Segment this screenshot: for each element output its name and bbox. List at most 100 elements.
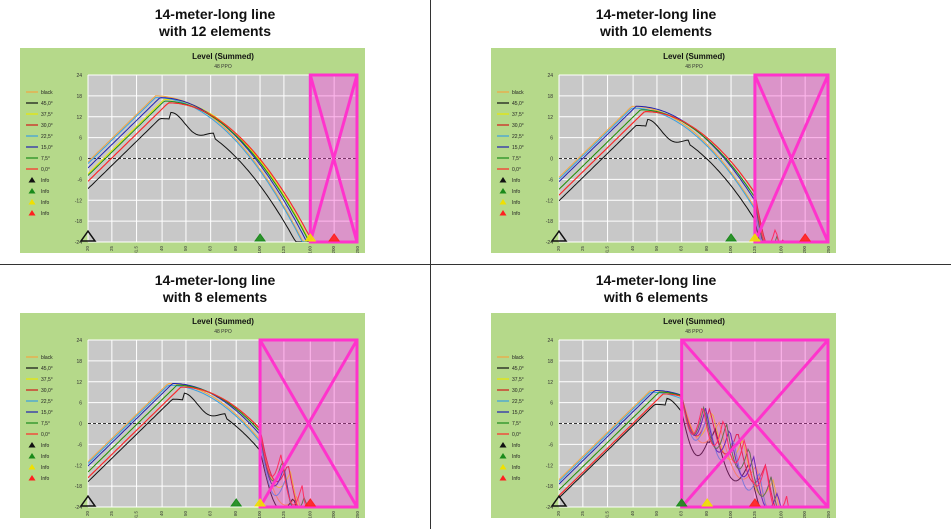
legend-entry: 30,0° [512, 388, 524, 394]
series-line [559, 105, 829, 242]
legend-entry: 22,5° [41, 399, 53, 405]
excluded-region-cross [680, 339, 830, 508]
x-tick-label: 125 [752, 511, 757, 518]
legend-swatch-marker [28, 199, 36, 205]
x-tick-label: 160 [307, 246, 312, 253]
x-tick-label: 80 [704, 246, 709, 252]
y-tick-label: -6 [78, 177, 83, 183]
frequency-marker [254, 498, 267, 507]
inner-subtitle: 48 PPO [685, 329, 703, 335]
legend-swatch-marker [499, 442, 507, 448]
series-line [559, 391, 829, 507]
legend-entry: black [512, 355, 524, 361]
quadrant-8-elements: 14-meter-long line with 8 elements Level… [0, 266, 430, 530]
y-tick-label: -12 [75, 198, 82, 204]
inner-subtitle: 48 PPO [685, 64, 703, 70]
inner-title: Level (Summed) [663, 317, 725, 326]
x-tick-label: 160 [778, 511, 783, 518]
legend-entry: 45,0° [512, 101, 524, 107]
legend-entry: 45,0° [512, 366, 524, 372]
frequency-marker [748, 233, 761, 242]
legend-entry: 22,5° [41, 134, 53, 140]
legend-entry: 30,0° [41, 388, 53, 394]
x-tick-label: 200 [331, 246, 336, 253]
frequency-marker [79, 494, 97, 507]
x-tick-label: 250 [826, 511, 831, 518]
legend-swatch-marker [28, 442, 36, 448]
quadrant-title: 14-meter-long line with 10 elements [441, 6, 871, 40]
legend-entry: 15,0° [41, 145, 53, 151]
legend-entry: Info [512, 200, 521, 206]
series-line [559, 107, 829, 242]
y-tick-label: -12 [546, 463, 553, 469]
series-line [88, 384, 358, 507]
x-tick-label: 20 [556, 246, 561, 252]
title-line-1: 14-meter-long line [154, 272, 276, 288]
legend-swatch-marker [499, 188, 507, 194]
legend-entry: 0,0° [41, 432, 50, 438]
quadrant-title: 14-meter-long line with 12 elements [0, 6, 430, 40]
frequency-marker [550, 229, 568, 242]
legend-entry: 30,0° [41, 123, 53, 129]
frequency-marker [550, 494, 568, 507]
legend-swatch-marker [28, 188, 36, 194]
legend-entry: 7,5° [41, 421, 50, 427]
y-tick-label: 6 [79, 136, 82, 142]
y-tick-label: 0 [79, 422, 82, 428]
legend-entry: 0,0° [41, 167, 50, 173]
quadrant-12-elements: 14-meter-long line with 12 elements Leve… [0, 0, 430, 264]
x-tick-label: 160 [307, 511, 312, 518]
legend-entry: Info [512, 454, 521, 460]
x-tick-label: 50 [654, 511, 659, 517]
y-tick-label: 0 [550, 422, 553, 428]
y-tick-label: 6 [550, 136, 553, 142]
series-line [88, 95, 358, 242]
legend-entry: Info [512, 476, 521, 482]
x-tick-label: 25 [109, 511, 114, 517]
y-tick-label: -6 [78, 442, 83, 448]
legend-entry: black [512, 90, 524, 96]
legend-entry: 22,5° [512, 399, 524, 405]
series-line [559, 393, 829, 507]
legend-swatch-marker [28, 453, 36, 459]
y-tick-label: 24 [76, 73, 82, 79]
legend-entry: 7,5° [41, 156, 50, 162]
frequency-marker [748, 498, 761, 507]
legend-swatch-marker [28, 475, 36, 481]
title-line-2: with 6 elements [603, 289, 709, 305]
series-line [88, 102, 358, 242]
y-tick-label: 18 [76, 359, 82, 365]
legend-swatch-marker [499, 210, 507, 216]
legend-entry: 7,5° [512, 156, 521, 162]
frequency-marker [230, 498, 243, 507]
x-tick-label: 125 [281, 511, 286, 518]
chart-panel: Level (Summed) 48 PPO 24 18 12 6 0 -6 -12 -18 -24 2… [491, 48, 836, 253]
frequency-marker [725, 233, 738, 242]
y-tick-label: 12 [76, 115, 82, 121]
y-tick-label: -12 [546, 198, 553, 204]
quadrant-10-elements: 14-meter-long line with 10 elements Leve… [441, 0, 871, 264]
legend-entry: Info [41, 443, 50, 449]
x-tick-label: 200 [331, 511, 336, 518]
x-tick-label: 250 [355, 246, 360, 253]
y-tick-label: -18 [75, 219, 82, 225]
legend-swatch-marker [499, 475, 507, 481]
x-tick-label: 50 [654, 246, 659, 252]
legend-swatch-marker [499, 453, 507, 459]
y-tick-label: -24 [546, 240, 553, 246]
legend-entry: Info [512, 443, 521, 449]
y-tick-label: -24 [546, 505, 553, 511]
x-tick-label: 31.5 [605, 511, 610, 518]
x-tick-label: 40 [630, 246, 635, 252]
excluded-region-cross [258, 339, 359, 508]
legend-entry: 22,5° [512, 134, 524, 140]
x-tick-label: 40 [159, 511, 164, 517]
legend-entry: 37,5° [41, 377, 53, 383]
chart-panel: Level (Summed) 48 PPO 24 18 12 6 0 -6 -12 -18 -24 2… [20, 48, 365, 253]
y-tick-label: 0 [79, 157, 82, 163]
x-tick-label: 125 [752, 246, 757, 253]
frequency-marker [304, 233, 317, 242]
legend-swatch-marker [28, 210, 36, 216]
series-line [559, 118, 829, 242]
y-tick-label: -18 [546, 484, 553, 490]
